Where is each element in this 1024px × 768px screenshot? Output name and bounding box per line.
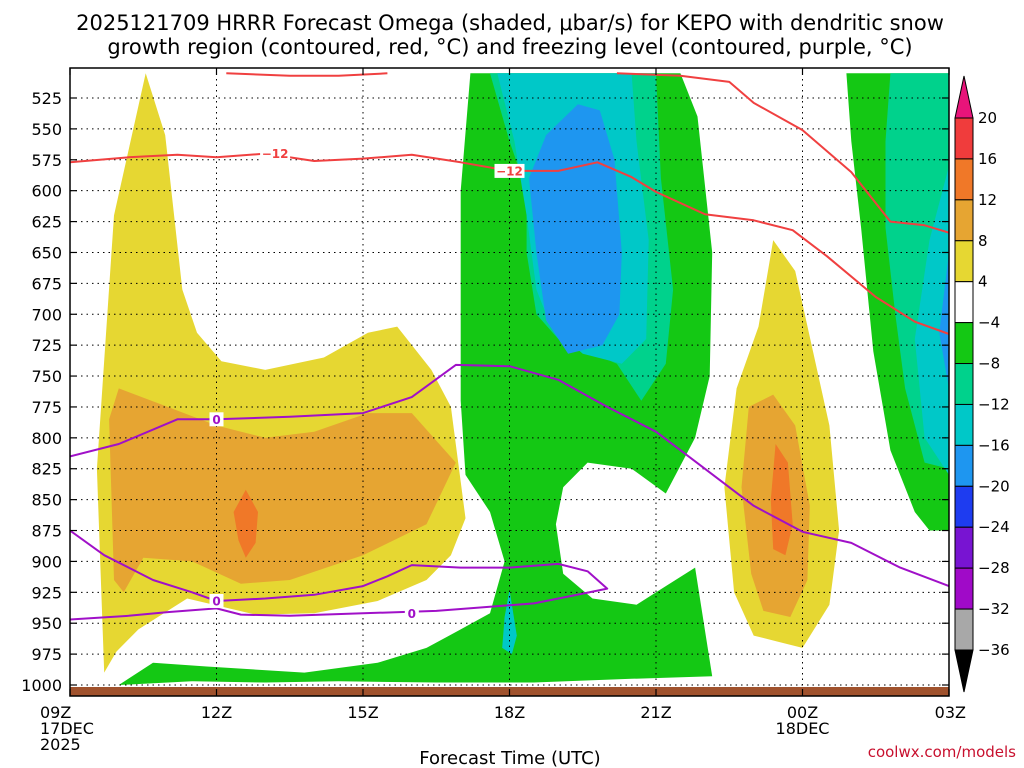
omega-region-6 xyxy=(529,104,622,354)
y-tick-label-700: 700 xyxy=(31,305,62,324)
y-tick-label-725: 725 xyxy=(31,336,62,355)
y-tick-label-750: 750 xyxy=(31,367,62,386)
colorbar-tick-label-6: −8 xyxy=(978,355,1000,373)
colorbar-band-5 xyxy=(954,281,974,324)
omega-region-13 xyxy=(770,444,793,556)
colorbar-band-4 xyxy=(954,240,974,283)
x-tick-label-2-0: 15Z xyxy=(347,703,378,722)
y-tick-label-800: 800 xyxy=(31,429,62,448)
y-tick-label-1000: 1000 xyxy=(21,676,62,695)
chart-title-line-2: growth region (contoured, red, °C) and f… xyxy=(107,35,912,59)
red-contour-label-0: −12 xyxy=(262,147,289,161)
grid-lines xyxy=(70,68,949,696)
x-tick-label-0-0: 09Z xyxy=(40,703,71,722)
colorbar-band-3 xyxy=(954,199,974,242)
x-tick-label-5-0: 00Z xyxy=(787,703,818,722)
colorbar-band-9 xyxy=(954,444,974,487)
colorbar-band-8 xyxy=(954,403,974,446)
y-tick-label-625: 625 xyxy=(31,213,62,232)
colorbar-band-1 xyxy=(954,117,974,160)
omega-region-14 xyxy=(502,589,517,655)
y-tick-label-850: 850 xyxy=(31,491,62,510)
y-tick-label-675: 675 xyxy=(31,274,62,293)
purple-contour-label-0: 0 xyxy=(212,413,220,427)
red-contour-1 xyxy=(70,152,949,335)
y-tick-label-525: 525 xyxy=(31,89,62,108)
chart-title-line-1: 2025121709 HRRR Forecast Omega (shaded, … xyxy=(76,11,944,35)
y-tick-label-775: 775 xyxy=(31,398,62,417)
plot-area: −12 −12 0 0 0 xyxy=(70,68,949,696)
x-tick-label-6-0: 03Z xyxy=(935,703,966,722)
y-tick-label-550: 550 xyxy=(31,120,62,139)
purple-contour-label-1: 0 xyxy=(212,594,220,608)
y-tick-label-975: 975 xyxy=(31,645,62,664)
y-axis-ticks: 525 550 575 600 625 650 675 700 725 750 775 800 825 8… xyxy=(21,89,949,695)
colorbar-tick-label-5: −4 xyxy=(978,314,1000,332)
colorbar-tick-label-3: 8 xyxy=(978,232,988,250)
credit-text: coolwx.com/models xyxy=(868,743,1016,761)
colorbar-tick-label-12: −32 xyxy=(978,600,1010,618)
y-tick-label-900: 900 xyxy=(31,552,62,571)
colorbar-band-2 xyxy=(954,158,974,201)
omega-region-1 xyxy=(109,388,456,593)
colorbar: 20 16 12 8 4 −4 −8 −12 −16 −20 −24 −28 −32 −36 xyxy=(954,75,1010,693)
colorbar-tick-label-11: −28 xyxy=(978,559,1010,577)
colorbar-band-10 xyxy=(954,485,974,528)
omega-region-9 xyxy=(914,166,949,475)
red-contour-2 xyxy=(616,72,949,234)
colorbar-band-14 xyxy=(954,649,974,693)
colorbar-band-0 xyxy=(954,75,974,119)
purple-contour-label-bg-2 xyxy=(404,606,419,621)
colorbar-band-6 xyxy=(954,322,974,365)
x-tick-label-1-0: 12Z xyxy=(201,703,232,722)
colorbar-band-12 xyxy=(954,567,974,610)
omega-region-10 xyxy=(939,252,949,389)
colorbar-tick-label-9: −20 xyxy=(978,477,1010,495)
x-tick-label-4-0: 21Z xyxy=(640,703,671,722)
colorbar-tick-label-4: 4 xyxy=(978,273,988,291)
purple-contour-label-2: 0 xyxy=(408,607,416,621)
x-axis-label: Forecast Time (UTC) xyxy=(419,748,600,768)
x-tick-label-0-1: 17DEC xyxy=(40,719,94,738)
omega-shading xyxy=(96,73,949,686)
purple-contour-label-bg-1 xyxy=(209,593,224,608)
contour-labels: −12 −12 0 0 0 xyxy=(209,146,525,621)
colorbar-tick-label-7: −12 xyxy=(978,395,1010,413)
red-contour-label-1: −12 xyxy=(496,164,523,178)
red-contour-label-bg-0 xyxy=(260,146,291,161)
colorbar-band-11 xyxy=(954,526,974,569)
colorbar-band-13 xyxy=(954,608,974,651)
y-tick-label-875: 875 xyxy=(31,522,62,541)
purple-contour-label-bg-0 xyxy=(209,412,224,427)
y-tick-label-925: 925 xyxy=(31,583,62,602)
omega-region-2 xyxy=(233,489,258,558)
colorbar-tick-label-13: −36 xyxy=(978,641,1010,659)
colorbar-tick-label-8: −16 xyxy=(978,436,1010,454)
purple-contour-1 xyxy=(70,529,609,621)
colorbar-tick-label-1: 16 xyxy=(978,150,997,168)
colorbar-tick-label-0: 20 xyxy=(978,109,997,127)
x-tick-label-3-0: 18Z xyxy=(494,703,525,722)
y-tick-label-950: 950 xyxy=(31,614,62,633)
red-contour-label-bg-1 xyxy=(494,163,525,178)
x-tick-label-0-2: 2025 xyxy=(40,735,81,754)
colorbar-tick-label-2: 12 xyxy=(978,191,997,209)
colorbar-tick-label-10: −24 xyxy=(978,518,1010,536)
y-tick-label-825: 825 xyxy=(31,460,62,479)
x-tick-label-5-1: 18DEC xyxy=(776,719,830,738)
colorbar-band-7 xyxy=(954,363,974,405)
y-tick-label-575: 575 xyxy=(31,151,62,170)
y-tick-label-650: 650 xyxy=(31,243,62,262)
y-tick-label-600: 600 xyxy=(31,182,62,201)
